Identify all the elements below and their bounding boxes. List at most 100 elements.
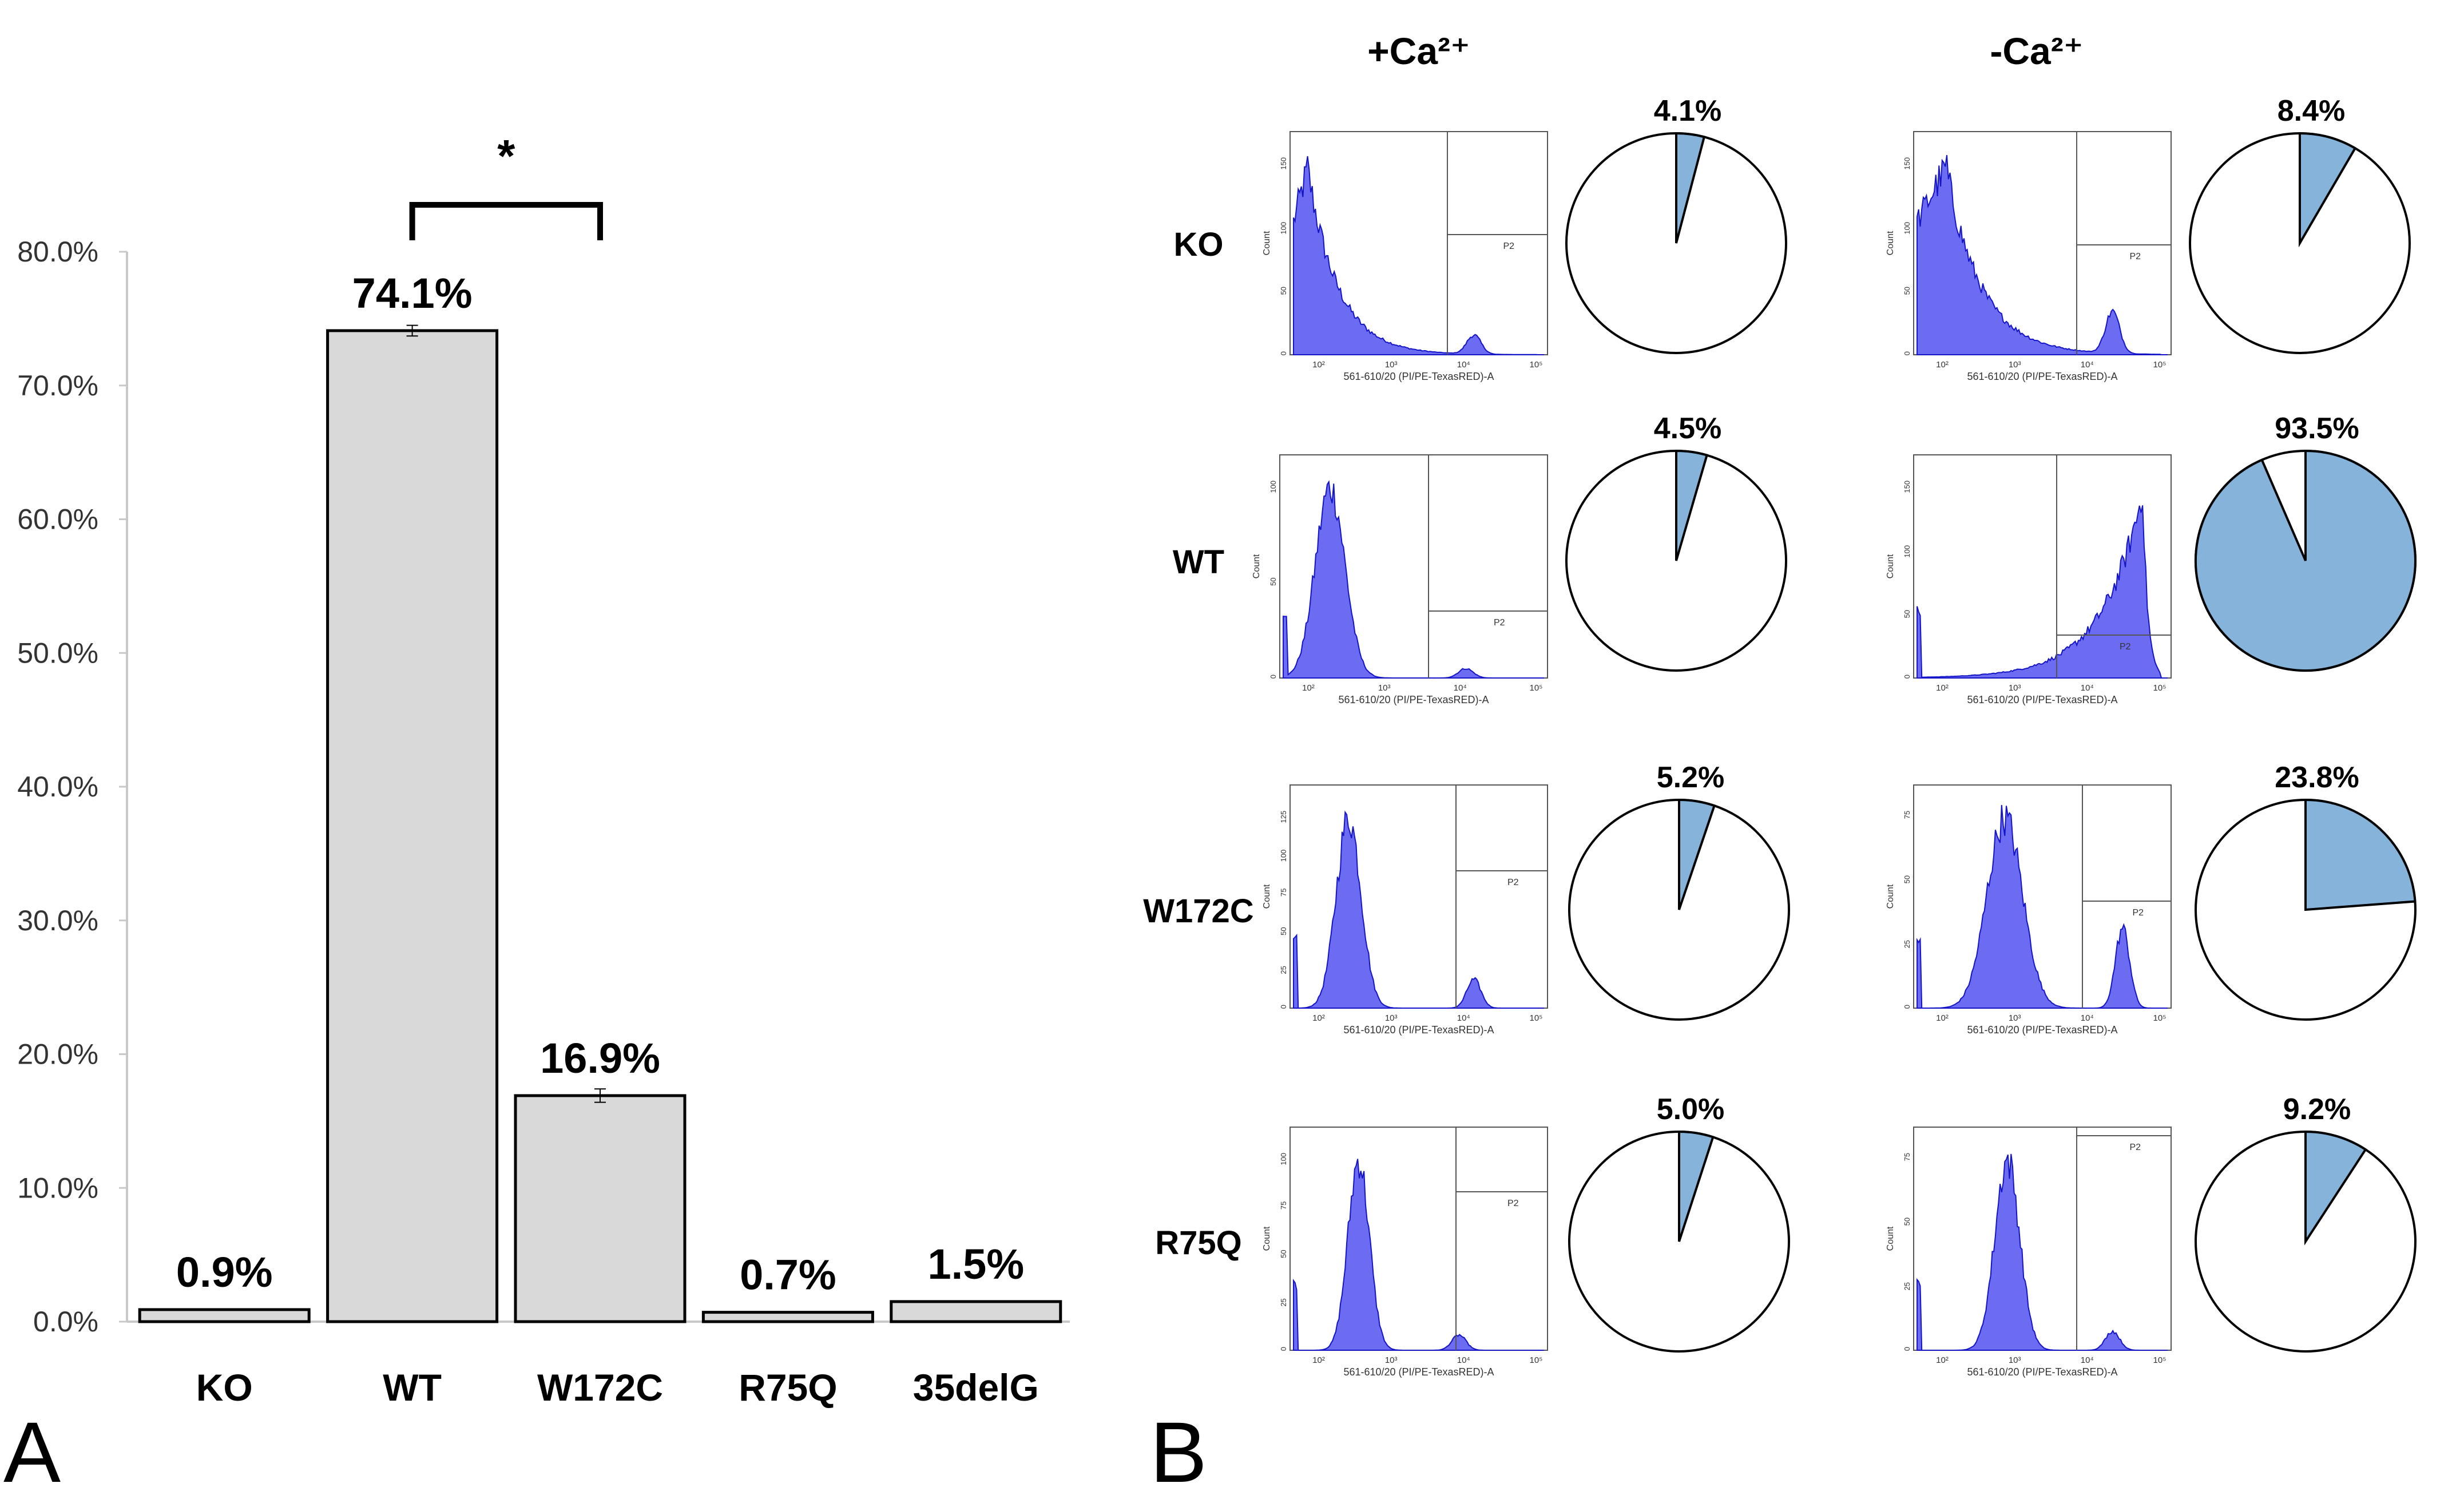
hist-y-tick: 0 (1903, 1347, 1911, 1351)
histogram-distribution (1293, 156, 1544, 355)
hist-x-tick: 10⁵ (2153, 1355, 2167, 1365)
pie-positive-slice (2195, 449, 2417, 672)
hist-x-tick: 10² (1936, 1013, 1949, 1023)
y-tick-label: 50.0% (17, 637, 98, 669)
hist-y-tick: 0 (1279, 1347, 1288, 1351)
hist-x-tick: 10³ (1385, 360, 1398, 370)
hist-x-tick: 10⁴ (2081, 683, 2094, 693)
histogram-wt: P2 0 50 100 Count 10² 10³ 10⁴ 10⁵ 561-610/20 (PI/… (1252, 454, 1548, 705)
panel-a-label: A (3, 1404, 61, 1491)
histogram-frame (1913, 784, 2172, 1009)
hist-y-label: Count (1886, 231, 1895, 255)
pie-percent-label: 9.2% (2283, 1093, 2351, 1126)
histogram-distribution (1283, 480, 1544, 679)
hist-x-tick: 10⁴ (1454, 683, 1467, 693)
x-tick-label: R75Q (739, 1366, 837, 1409)
hist-x-tick: 10² (1936, 683, 1949, 693)
pie-percent-label: 4.5% (1654, 412, 1722, 445)
hist-y-tick: 25 (1903, 1282, 1911, 1290)
hist-x-label: 561-610/20 (PI/PE-TexasRED)-A (1343, 371, 1494, 382)
hist-x-label: 561-610/20 (PI/PE-TexasRED)-A (1343, 1366, 1494, 1378)
row-label: KO (1174, 226, 1224, 263)
significance-bracket-line (409, 202, 603, 240)
pie-positive-slice (2304, 798, 2417, 911)
hist-x-tick: 10² (1302, 683, 1315, 693)
hist-y-tick: 0 (1903, 675, 1911, 679)
hist-x-label: 561-610/20 (PI/PE-TexasRED)-A (1967, 1024, 2117, 1036)
hist-x-tick: 10⁵ (1530, 683, 1543, 693)
hist-x-tick: 10⁵ (2153, 360, 2167, 370)
condition-headers: +Ca²⁺ -Ca²⁺ (1367, 30, 2083, 72)
hist-x-label: 561-610/20 (PI/PE-TexasRED)-A (1967, 371, 2117, 382)
condition-header: -Ca²⁺ (1990, 30, 2083, 72)
hist-x-tick: 10⁴ (2081, 1355, 2094, 1365)
gate-label: P2 (2130, 1143, 2141, 1152)
hist-y-label: Count (1262, 1226, 1272, 1251)
bar-series (138, 324, 1062, 1323)
gate-label: P2 (1494, 618, 1505, 628)
y-tick-label: 40.0% (17, 771, 98, 803)
histogram-wt: P2 0 50 100 150 Count 10² 10³ 10⁴ 10⁵ 561-610/20 (… (1886, 454, 2172, 705)
y-tick-label: 0.0% (33, 1306, 98, 1338)
histogram-r75q: P2 0 25 50 75 Count 10² 10³ 10⁴ 10⁵ 561-610/20 (PI… (1886, 1127, 2172, 1378)
y-tick-label: 20.0% (17, 1038, 98, 1070)
hist-y-tick: 50 (1903, 287, 1911, 295)
histogram-distribution (1917, 805, 2168, 1009)
hist-x-tick: 10³ (1385, 1355, 1398, 1365)
hist-x-tick: 10⁵ (1530, 360, 1543, 370)
histogram-ko: P2 0 50 100 150 Count 10² 10³ 10⁴ 10⁵ 561-610/20 (… (1262, 131, 1548, 382)
hist-x-tick: 10³ (2009, 360, 2021, 370)
pie-charts: 4.1% 4.5% 5.2% 5.0% 8.4% 93.5% 23.8% 9.2% (1565, 94, 2417, 1353)
pie-w172c: 5.2% (1568, 761, 1790, 1021)
pie-w172c: 23.8% (2195, 761, 2417, 1021)
hist-x-tick: 10⁴ (1457, 1355, 1470, 1365)
y-tick-label: 10.0% (17, 1172, 98, 1204)
hist-y-tick: 150 (1903, 481, 1911, 493)
hist-y-label: Count (1252, 554, 1261, 578)
hist-y-tick: 50 (1903, 875, 1911, 883)
gate-label: P2 (1507, 878, 1519, 887)
histograms: P2 0 50 100 150 Count 10² 10³ 10⁴ 10⁵ 561-610/20 (… (1252, 131, 2172, 1378)
hist-y-tick: 0 (1903, 351, 1911, 355)
bar-value-label: 1.5% (927, 1240, 1024, 1288)
y-tick-label: 80.0% (17, 236, 98, 268)
row-labels: KO WT W172C R75Q (1143, 226, 1253, 1262)
histogram-frame (1913, 1127, 2172, 1351)
bar-value-label: 16.9% (540, 1034, 660, 1082)
pie-r75q: 5.0% (1568, 1093, 1790, 1353)
pie-percent-label: 8.4% (2277, 94, 2346, 128)
pie-percent-label: 23.8% (2275, 761, 2359, 794)
pie-positive-slice (1678, 798, 1716, 910)
row-label: WT (1173, 544, 1224, 581)
hist-x-tick: 10³ (2009, 1355, 2021, 1365)
pie-positive-slice (2299, 132, 2357, 248)
hist-y-label: Count (1262, 231, 1272, 255)
x-tick-label: WT (383, 1366, 442, 1409)
hist-y-tick: 50 (1269, 577, 1277, 585)
hist-y-tick: 100 (1279, 850, 1288, 862)
histogram-distribution (1293, 810, 1544, 1009)
hist-y-tick: 100 (1279, 222, 1288, 235)
hist-y-tick: 75 (1279, 889, 1288, 897)
gate-label: P2 (2133, 908, 2144, 918)
pie-percent-label: 5.2% (1657, 761, 1725, 794)
gate-label: P2 (2120, 642, 2131, 652)
hist-y-tick: 75 (1279, 1201, 1288, 1210)
hist-y-label: Count (1886, 884, 1895, 909)
histogram-ko: P2 0 50 100 150 Count 10² 10³ 10⁴ 10⁵ 561-610/20 (… (1886, 131, 2172, 382)
hist-y-label: Count (1262, 884, 1272, 909)
hist-x-tick: 10³ (1385, 1013, 1398, 1023)
y-tick-label: 30.0% (17, 905, 98, 937)
hist-y-label: Count (1886, 554, 1895, 578)
bar-wt (326, 329, 499, 1323)
hist-y-tick: 50 (1279, 287, 1288, 295)
pie-wt: 4.5% (1565, 412, 1787, 672)
histogram-distribution (1917, 154, 2168, 355)
bar-35delg (890, 1300, 1062, 1323)
hist-x-tick: 10² (1936, 360, 1949, 370)
histogram-w172c: P2 0 25 50 75 100 125 Count 10² 10³ 10⁴ 10⁵ 561-610/… (1262, 784, 1548, 1036)
pie-positive-slice (1675, 132, 1706, 244)
hist-y-tick: 75 (1903, 1153, 1911, 1161)
hist-x-tick: 10⁵ (2153, 1013, 2167, 1023)
